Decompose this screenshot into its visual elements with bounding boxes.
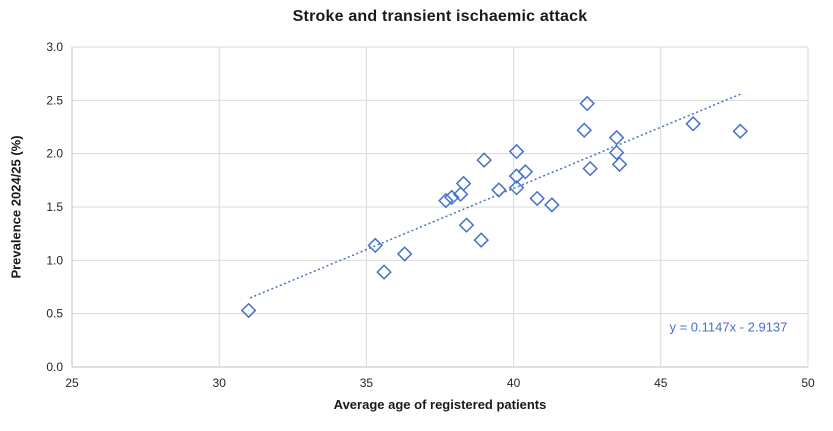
x-tick-label: 25	[65, 376, 79, 390]
data-point-marker	[367, 237, 383, 254]
data-point-marker	[458, 217, 475, 233]
data-point-marker	[685, 116, 701, 132]
data-point-marker	[517, 164, 534, 180]
data-point-marker	[579, 95, 595, 112]
data-point-marker	[576, 122, 593, 138]
data-point-marker	[732, 123, 749, 140]
data-point-marker	[240, 302, 257, 319]
data-point-marker	[376, 264, 392, 280]
trendline-equation-label: y = 0.1147x - 2.9137	[669, 320, 787, 335]
data-point-marker	[582, 160, 598, 177]
data-point-marker	[396, 246, 413, 262]
x-tick-label: 35	[360, 376, 374, 390]
data-point-marker	[608, 144, 625, 161]
trendline	[249, 92, 743, 299]
y-tick-label: 0.0	[46, 360, 63, 374]
data-point-marker	[529, 190, 545, 207]
chart-title: Stroke and transient ischaemic attack	[292, 8, 588, 25]
y-tick-label: 3.0	[46, 40, 63, 54]
data-point-marker	[508, 180, 525, 196]
data-point-marker	[455, 175, 472, 192]
data-point-marker	[508, 143, 525, 160]
data-point-marker	[491, 182, 507, 198]
data-point-marker	[608, 129, 625, 146]
y-tick-label: 0.5	[46, 307, 63, 321]
x-axis-title: Average age of registered patients	[333, 397, 547, 412]
x-tick-label: 30	[213, 376, 227, 390]
y-tick-label: 2.5	[46, 93, 63, 107]
data-point-marker	[544, 197, 560, 213]
data-point-marker	[438, 192, 454, 209]
x-tick-label: 50	[801, 376, 815, 390]
x-tick-label: 45	[654, 376, 668, 390]
data-point-marker	[476, 152, 492, 168]
data-point-marker	[473, 232, 489, 248]
y-tick-label: 1.0	[46, 253, 63, 267]
x-tick-label: 40	[507, 376, 521, 390]
data-point-marker	[611, 156, 628, 173]
data-point-marker	[444, 189, 460, 206]
y-tick-label: 1.5	[46, 200, 63, 214]
y-tick-label: 2.0	[46, 147, 63, 161]
data-point-marker	[452, 186, 469, 202]
